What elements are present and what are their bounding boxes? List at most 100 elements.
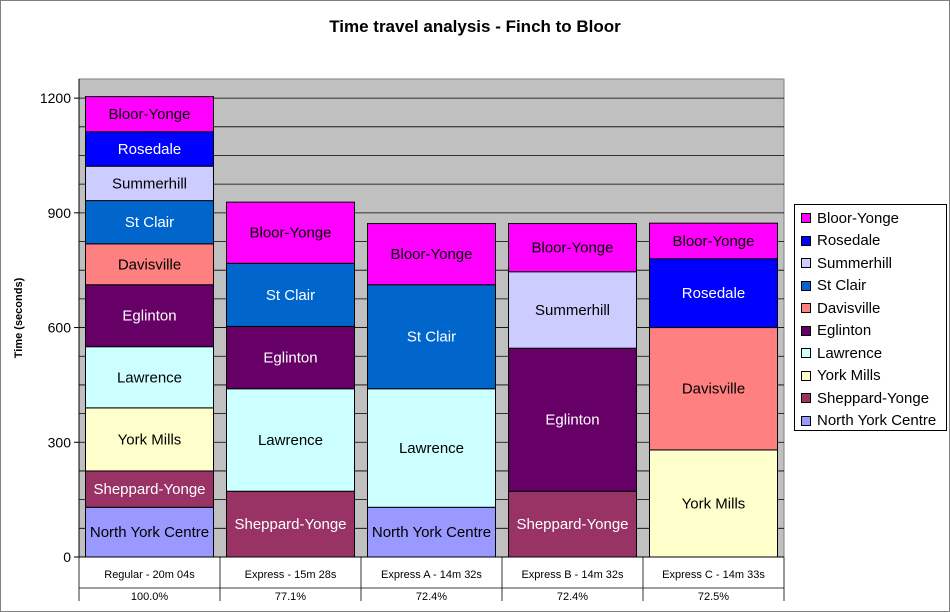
bar-segment — [649, 449, 778, 558]
x-category-percent: 72.4% — [416, 591, 447, 603]
legend-item: Davisville — [801, 297, 946, 320]
bar-segment — [85, 346, 214, 409]
bar-segment — [649, 327, 778, 451]
bar-segment — [649, 258, 778, 329]
legend-item: St Clair — [801, 275, 946, 298]
segment-label: Rosedale — [682, 285, 745, 302]
legend-label: York Mills — [817, 367, 881, 385]
bar-segment — [226, 325, 355, 390]
legend-swatch — [801, 415, 811, 426]
y-tick-label: 0 — [63, 549, 71, 565]
chart-title: Time travel analysis - Finch to Bloor — [329, 17, 621, 36]
segment-label: St Clair — [125, 214, 174, 231]
segment-label: St Clair — [266, 287, 315, 304]
legend-label: Bloor-Yonge — [817, 209, 900, 227]
bar-segment — [85, 96, 214, 133]
legend-item: Eglinton — [801, 320, 946, 343]
bar-segment — [367, 388, 496, 508]
legend-label: Rosedale — [817, 232, 881, 250]
legend-swatch — [801, 280, 811, 291]
legend: Bloor-Yonge Rosedale Summerhill St Clair Dav… — [794, 204, 947, 431]
legend-swatch — [801, 235, 811, 246]
segment-label: York Mills — [682, 495, 746, 512]
segment-label: Bloor-Yonge — [108, 106, 190, 123]
legend-swatch — [801, 393, 811, 404]
segment-label: Sheppard-Yonge — [516, 516, 628, 533]
bar-segment — [85, 165, 214, 202]
segment-label: Summerhill — [535, 302, 610, 319]
bar-segment — [226, 262, 355, 327]
legend-label: St Clair — [817, 277, 867, 295]
x-category-percent: 72.5% — [698, 591, 729, 603]
segment-label: Bloor-Yonge — [390, 246, 472, 263]
legend-swatch — [801, 258, 811, 269]
legend-swatch — [801, 348, 811, 359]
bar-segment — [85, 407, 214, 472]
bar-segment — [85, 284, 214, 348]
legend-item: Bloor-Yonge — [801, 207, 946, 230]
segment-label: Davisville — [118, 256, 181, 273]
segment-label: Lawrence — [117, 369, 182, 386]
x-category-percent: 77.1% — [275, 591, 306, 603]
legend-label: Davisville — [817, 299, 881, 317]
segment-label: Sheppard-Yonge — [234, 516, 346, 533]
segment-label: Summerhill — [112, 175, 187, 192]
bar-segment — [226, 201, 355, 264]
x-category-percent: 100.0% — [131, 591, 169, 603]
legend-swatch — [801, 303, 811, 314]
bar-segment — [649, 222, 778, 260]
bar-segment — [367, 284, 496, 390]
bar-segment — [85, 131, 214, 167]
y-tick-label: 1200 — [40, 90, 71, 106]
segment-label: Lawrence — [399, 440, 464, 457]
x-category-label: Express A - 14m 32s — [381, 569, 482, 581]
bar-segment — [367, 223, 496, 286]
segment-label: Rosedale — [118, 141, 181, 158]
segment-label: North York Centre — [372, 524, 491, 541]
bar-segment — [85, 200, 214, 245]
bar-segment — [85, 470, 214, 508]
legend-label: Summerhill — [817, 254, 893, 272]
bar-segment — [367, 506, 496, 558]
legend-swatch — [801, 325, 811, 336]
bar-segment — [508, 223, 637, 273]
legend-swatch — [801, 213, 811, 224]
y-axis-label: Time (seconds) — [13, 277, 25, 358]
y-tick-label: 600 — [48, 320, 72, 336]
legend-label: Sheppard-Yonge — [817, 389, 930, 407]
legend-label: Eglinton — [817, 322, 872, 340]
segment-label: Davisville — [682, 381, 745, 398]
bar-segment — [508, 271, 637, 349]
segment-label: St Clair — [407, 329, 456, 346]
segment-label: Bloor-Yonge — [672, 233, 754, 250]
segment-label: Eglinton — [122, 308, 176, 325]
bar-segment — [226, 388, 355, 492]
legend-item: Lawrence — [801, 342, 946, 365]
x-category-label: Express - 15m 28s — [245, 569, 337, 581]
legend-item: Sheppard-Yonge — [801, 387, 946, 410]
segment-label: Lawrence — [258, 432, 323, 449]
x-category-label: Regular - 20m 04s — [104, 569, 195, 581]
legend-item: Rosedale — [801, 230, 946, 253]
segment-label: Eglinton — [545, 412, 599, 429]
bar-segment — [508, 490, 637, 558]
segment-label: York Mills — [118, 431, 182, 448]
segment-label: North York Centre — [90, 524, 209, 541]
legend-item: North York Centre — [801, 410, 946, 433]
y-tick-label: 300 — [48, 434, 72, 450]
y-tick-label: 900 — [48, 205, 72, 221]
segment-label: Bloor-Yonge — [249, 225, 331, 242]
legend-item: York Mills — [801, 365, 946, 388]
legend-label: North York Centre — [817, 412, 937, 430]
segment-label: Eglinton — [263, 350, 317, 367]
bar-segment — [85, 243, 214, 286]
x-category-percent: 72.4% — [557, 591, 588, 603]
x-category-label: Express B - 14m 32s — [521, 569, 624, 581]
legend-item: Summerhill — [801, 252, 946, 275]
legend-swatch — [801, 370, 811, 381]
x-category-label: Express C - 14m 33s — [662, 569, 765, 581]
legend-label: Lawrence — [817, 344, 883, 362]
bar-segment — [226, 490, 355, 558]
